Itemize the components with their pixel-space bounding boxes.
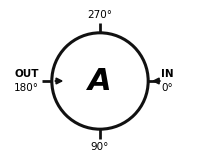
Text: A: A xyxy=(88,66,112,96)
Text: IN: IN xyxy=(161,69,174,79)
Text: 0°: 0° xyxy=(161,83,173,93)
Text: OUT: OUT xyxy=(14,69,39,79)
Text: 180°: 180° xyxy=(14,83,39,93)
Text: 270°: 270° xyxy=(88,10,112,20)
Text: 90°: 90° xyxy=(91,142,109,152)
